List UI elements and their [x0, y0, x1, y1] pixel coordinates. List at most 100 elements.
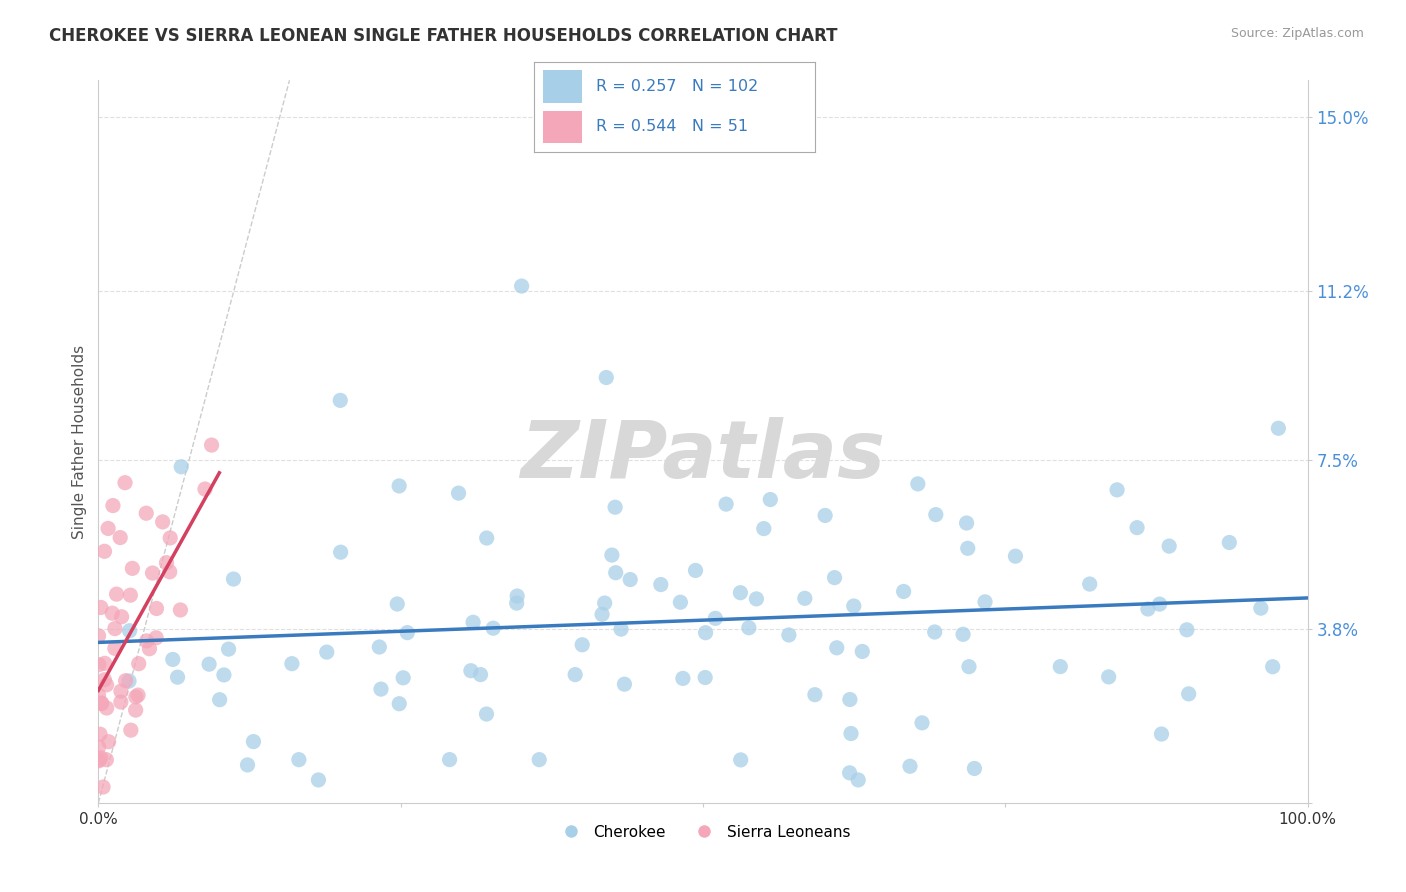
Point — [104, 641, 127, 656]
Point — [121, 561, 143, 575]
Point — [307, 772, 329, 787]
Point — [814, 508, 837, 523]
Point — [124, 703, 146, 717]
Point — [564, 667, 586, 681]
Point — [482, 621, 505, 635]
Point — [152, 515, 174, 529]
Point — [396, 625, 419, 640]
Point — [127, 688, 149, 702]
Point — [97, 521, 120, 535]
Point — [118, 673, 141, 688]
Text: Source: ZipAtlas.com: Source: ZipAtlas.com — [1230, 27, 1364, 40]
Point — [956, 541, 979, 556]
Point — [236, 758, 259, 772]
Point — [851, 644, 873, 658]
Point — [105, 587, 128, 601]
Point — [714, 497, 737, 511]
Bar — [543, 111, 582, 143]
Point — [96, 701, 118, 715]
Point — [571, 638, 593, 652]
Point — [142, 566, 165, 580]
Point — [460, 664, 482, 678]
Point — [957, 659, 980, 673]
Point — [90, 751, 112, 765]
Point — [1004, 549, 1026, 564]
Point — [162, 652, 184, 666]
Point — [745, 591, 768, 606]
Point — [1150, 727, 1173, 741]
Point — [110, 609, 132, 624]
Point — [329, 393, 352, 408]
Point — [120, 588, 142, 602]
Point — [1136, 602, 1159, 616]
Point — [603, 500, 626, 515]
Point — [1126, 521, 1149, 535]
Point — [1218, 535, 1240, 549]
Point — [218, 642, 240, 657]
Point — [90, 696, 112, 710]
Point — [135, 506, 157, 520]
Point — [1175, 623, 1198, 637]
Point — [370, 682, 392, 697]
Point — [87, 657, 110, 672]
Point — [281, 657, 304, 671]
Point — [388, 479, 411, 493]
Point — [738, 621, 761, 635]
Point — [135, 634, 157, 648]
Point — [392, 671, 415, 685]
Point — [650, 577, 672, 591]
Point — [506, 589, 529, 603]
Point — [825, 640, 848, 655]
Point — [208, 692, 231, 706]
Point — [669, 595, 692, 609]
Point — [447, 486, 470, 500]
Point — [730, 585, 752, 599]
Point — [439, 753, 461, 767]
Point — [591, 607, 613, 622]
Point — [605, 566, 627, 580]
Point — [138, 641, 160, 656]
Point — [1078, 577, 1101, 591]
Point — [89, 753, 111, 767]
Point — [110, 684, 132, 698]
Point — [101, 499, 124, 513]
Point — [125, 690, 148, 704]
Point — [87, 739, 110, 754]
Point — [529, 753, 551, 767]
Point — [695, 625, 717, 640]
Point — [974, 595, 997, 609]
Point — [90, 697, 112, 711]
Point — [90, 600, 112, 615]
Point — [685, 564, 707, 578]
Point — [118, 624, 141, 638]
Point — [1149, 597, 1171, 611]
Point — [170, 459, 193, 474]
Point — [838, 692, 860, 706]
Text: ZIPatlas: ZIPatlas — [520, 417, 886, 495]
Point — [368, 640, 391, 654]
Point — [114, 475, 136, 490]
Point — [388, 697, 411, 711]
Point — [704, 611, 727, 625]
Point — [610, 622, 633, 636]
Point — [911, 715, 934, 730]
Point — [114, 673, 136, 688]
Point — [1098, 670, 1121, 684]
Point — [242, 734, 264, 748]
Point — [839, 726, 862, 740]
Point — [1250, 601, 1272, 615]
Legend: Cherokee, Sierra Leoneans: Cherokee, Sierra Leoneans — [550, 819, 856, 846]
Point — [842, 599, 865, 613]
Point — [778, 628, 800, 642]
Point — [315, 645, 337, 659]
Point — [952, 627, 974, 641]
Point — [846, 772, 869, 787]
Point — [110, 695, 132, 709]
Point — [925, 508, 948, 522]
Point — [87, 629, 110, 643]
Point — [924, 625, 946, 640]
Bar — [543, 70, 582, 103]
Point — [600, 548, 623, 562]
Text: CHEROKEE VS SIERRA LEONEAN SINGLE FATHER HOUSEHOLDS CORRELATION CHART: CHEROKEE VS SIERRA LEONEAN SINGLE FATHER… — [49, 27, 838, 45]
Point — [87, 754, 110, 768]
